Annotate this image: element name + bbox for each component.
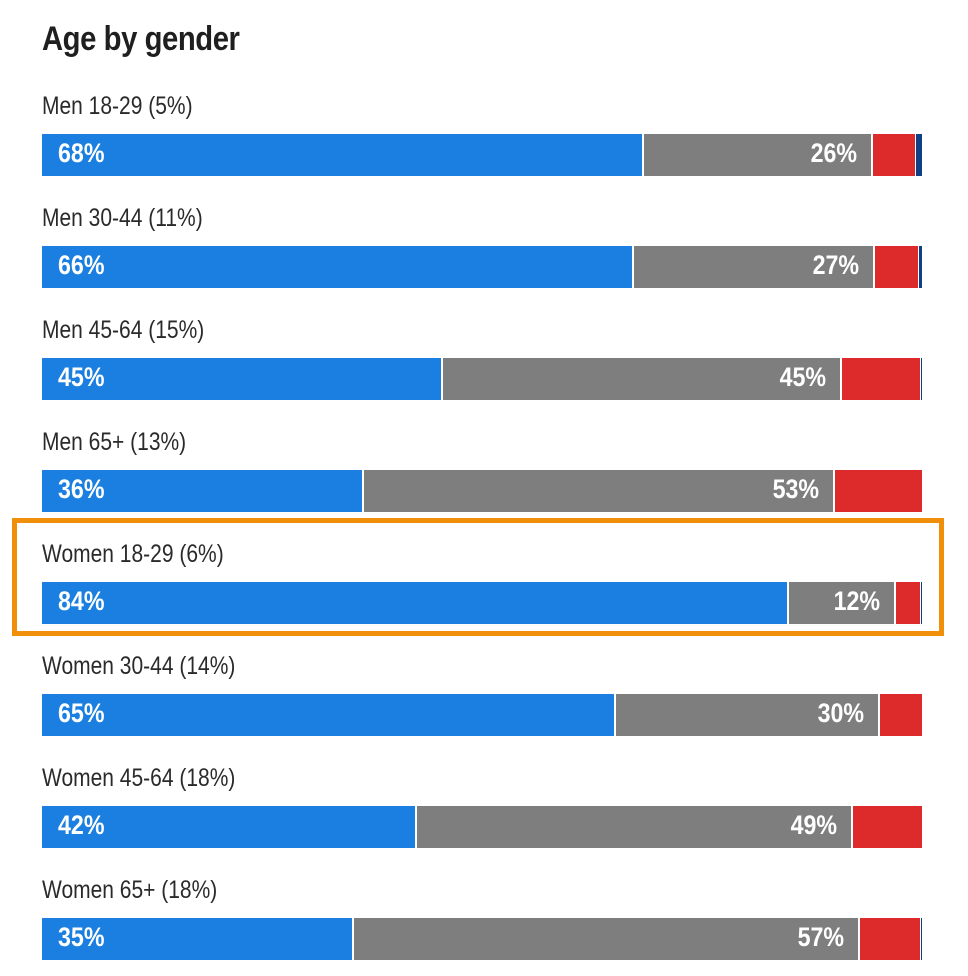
bar-segment-republican — [878, 694, 922, 736]
value-label: 49% — [790, 810, 837, 840]
bar-segment-small — [917, 246, 922, 288]
bar-segment-other: 12% — [787, 582, 894, 624]
category-label: Women 30-44 (14%) — [42, 652, 236, 680]
value-label: 12% — [833, 586, 880, 616]
bar-segment-democrat: 36% — [42, 470, 362, 512]
category-label: Men 18-29 (5%) — [42, 92, 193, 120]
bar-segment-small — [914, 134, 922, 176]
bar-segment-democrat: 84% — [42, 582, 788, 624]
stacked-bar: 42% 49% — [42, 806, 922, 848]
bar-segment-other: 30% — [614, 694, 878, 736]
category-label: Men 45-64 (15%) — [42, 316, 205, 344]
value-label: 42% — [58, 810, 105, 840]
bar-segment-democrat: 66% — [42, 246, 632, 288]
value-label: 30% — [817, 698, 864, 728]
category-label: Women 18-29 (6%) — [42, 540, 224, 568]
bar-group: Men 45-64 (15%) 45% 45% — [42, 316, 922, 416]
stacked-bar: 68% 26% — [42, 134, 922, 176]
value-label: 57% — [797, 922, 845, 952]
stacked-bar: 65% 30% — [42, 694, 922, 736]
bar-segment-republican — [872, 246, 918, 288]
value-label: 36% — [58, 474, 105, 504]
stacked-bar: 84% 12% — [42, 582, 922, 624]
bar-segment-other: 45% — [441, 358, 841, 400]
category-label: Women 45-64 (18%) — [42, 764, 236, 792]
bar-segment-other: 26% — [641, 134, 871, 176]
bar-segment-democrat: 35% — [42, 918, 353, 960]
stacked-bar: 35% 57% — [42, 918, 922, 960]
bar-segment-republican — [858, 918, 921, 960]
value-label: 84% — [58, 586, 105, 616]
bar-group: Women 30-44 (14%) 65% 30% — [42, 652, 922, 752]
bar-group: Women 18-29 (6%) 84% 12% — [42, 540, 922, 640]
stacked-bar: 36% 53% — [42, 470, 922, 512]
bar-segment-democrat: 68% — [42, 134, 642, 176]
bar-segment-other: 27% — [631, 246, 873, 288]
value-label: 27% — [812, 250, 859, 280]
bar-segment-democrat: 42% — [42, 806, 416, 848]
value-label: 66% — [58, 250, 105, 280]
bar-group: Men 18-29 (5%) 68% 26% — [42, 92, 922, 192]
stacked-bar: 45% 45% — [42, 358, 922, 400]
value-label: 53% — [772, 474, 820, 504]
bar-segment-democrat: 65% — [42, 694, 614, 736]
value-label: 35% — [58, 922, 105, 952]
bar-segment-other: 53% — [362, 470, 834, 512]
chart-title: Age by gender — [42, 20, 240, 58]
bar-segment-republican — [893, 582, 921, 624]
value-label: 45% — [58, 362, 105, 392]
category-label: Men 65+ (13%) — [42, 428, 187, 456]
bar-segment-other: 49% — [415, 806, 851, 848]
bar-segment-small — [920, 582, 922, 624]
bar-segment-small — [920, 358, 922, 400]
highlight-box — [12, 518, 944, 636]
category-label: Women 65+ (18%) — [42, 876, 218, 904]
bar-group: Men 30-44 (11%) 66% 27% — [42, 204, 922, 304]
bar-segment-republican — [833, 470, 922, 512]
stacked-bar: 66% 27% — [42, 246, 922, 288]
bar-group: Women 65+ (18%) 35% 57% — [42, 876, 922, 976]
value-label: 26% — [810, 138, 857, 168]
bar-segment-republican — [850, 806, 922, 848]
value-label: 65% — [58, 698, 105, 728]
bar-group: Women 45-64 (18%) 42% 49% — [42, 764, 922, 864]
bar-segment-republican — [870, 134, 915, 176]
bar-segment-other: 57% — [352, 918, 859, 960]
value-label: 68% — [58, 138, 105, 168]
bar-group: Men 65+ (13%) 36% 53% — [42, 428, 922, 528]
bar-segment-small — [920, 918, 922, 960]
bar-segment-democrat: 45% — [42, 358, 442, 400]
bar-segment-republican — [840, 358, 921, 400]
category-label: Men 30-44 (11%) — [42, 204, 203, 232]
value-label: 45% — [779, 362, 827, 392]
